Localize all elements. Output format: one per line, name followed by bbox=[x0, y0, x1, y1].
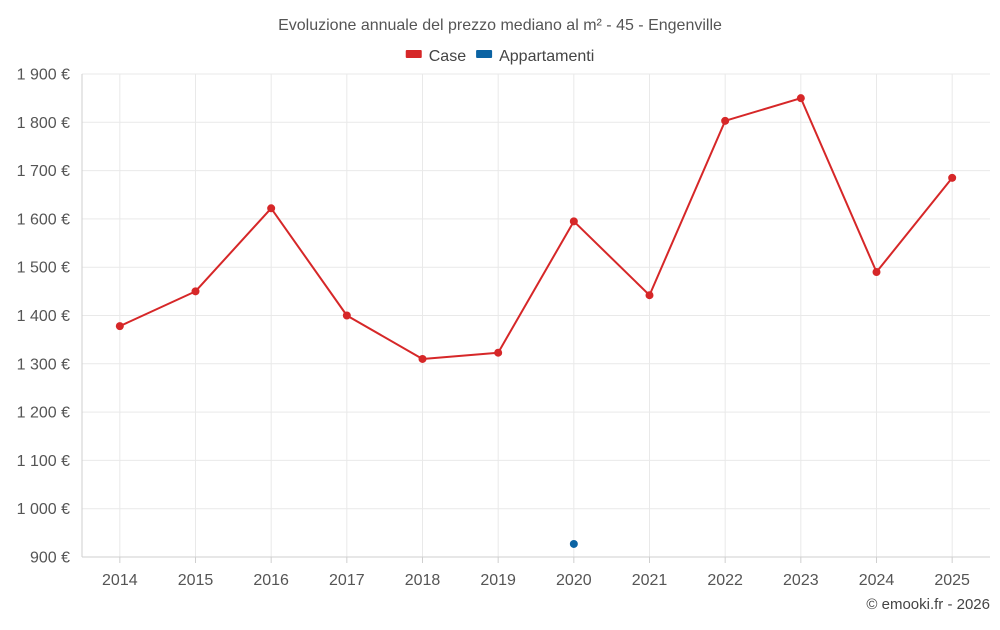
data-point[interactable] bbox=[342, 311, 351, 320]
legend-swatch bbox=[405, 50, 422, 58]
legend-item[interactable]: Case bbox=[405, 48, 466, 65]
x-tick-label: 2019 bbox=[480, 572, 516, 589]
x-axis-ticks: 2014 2015 2016 2017 2018 2019 2020 2021 2022 2023… bbox=[102, 572, 970, 589]
x-tick-label: 2015 bbox=[178, 572, 214, 589]
x-tick-label: 2017 bbox=[329, 572, 365, 589]
legend-label: Case bbox=[429, 48, 466, 65]
x-tick-label: 2022 bbox=[707, 572, 743, 589]
y-tick-label: 900 € bbox=[30, 550, 70, 567]
x-tick-label: 2018 bbox=[405, 572, 441, 589]
axis-lines bbox=[81, 74, 990, 558]
y-tick-label: 1 100 € bbox=[17, 453, 70, 470]
series-line bbox=[119, 97, 953, 360]
legend-item[interactable]: Appartamenti bbox=[476, 48, 594, 65]
y-tick-label: 1 900 € bbox=[17, 67, 70, 84]
data-point[interactable] bbox=[872, 268, 881, 277]
x-tick-label: 2023 bbox=[783, 572, 819, 589]
x-gridlines bbox=[119, 74, 953, 563]
data-point[interactable] bbox=[796, 94, 805, 103]
data-point[interactable] bbox=[267, 204, 276, 213]
y-tick-label: 1 200 € bbox=[17, 405, 70, 422]
y-tick-label: 1 300 € bbox=[17, 356, 70, 373]
y-tick-label: 1 400 € bbox=[17, 308, 70, 325]
y-axis-ticks: 900 € 1 000 € 1 100 € 1 200 € 1 300 € 1 400 €… bbox=[17, 67, 70, 567]
x-tick-label: 2016 bbox=[253, 572, 289, 589]
y-gridlines bbox=[82, 73, 990, 558]
y-tick-label: 1 600 € bbox=[17, 211, 70, 228]
chart-title: Evoluzione annuale del prezzo mediano al… bbox=[278, 17, 722, 34]
legend: Case Appartamenti bbox=[405, 48, 594, 65]
y-tick-label: 1 800 € bbox=[17, 115, 70, 132]
y-tick-label: 1 700 € bbox=[17, 163, 70, 180]
credit-text: © emooki.fr - 2026 bbox=[866, 596, 990, 613]
series-appartamenti bbox=[569, 539, 578, 548]
y-tick-label: 1 500 € bbox=[17, 260, 70, 277]
y-tick-label: 1 000 € bbox=[17, 501, 70, 518]
legend-swatch bbox=[476, 50, 493, 58]
legend-label: Appartamenti bbox=[499, 48, 594, 65]
data-point[interactable] bbox=[191, 287, 200, 296]
data-point[interactable] bbox=[948, 173, 957, 182]
series-layer bbox=[115, 94, 957, 548]
data-point[interactable] bbox=[569, 217, 578, 226]
data-point[interactable] bbox=[569, 539, 578, 548]
data-point[interactable] bbox=[721, 116, 730, 125]
data-point[interactable] bbox=[115, 322, 124, 331]
data-point[interactable] bbox=[494, 348, 503, 357]
x-tick-label: 2025 bbox=[934, 572, 970, 589]
series-case bbox=[115, 94, 957, 363]
x-tick-label: 2020 bbox=[556, 572, 592, 589]
x-tick-label: 2021 bbox=[632, 572, 668, 589]
x-tick-label: 2024 bbox=[859, 572, 895, 589]
data-point[interactable] bbox=[418, 354, 427, 363]
data-point[interactable] bbox=[645, 291, 654, 300]
x-tick-label: 2014 bbox=[102, 572, 138, 589]
